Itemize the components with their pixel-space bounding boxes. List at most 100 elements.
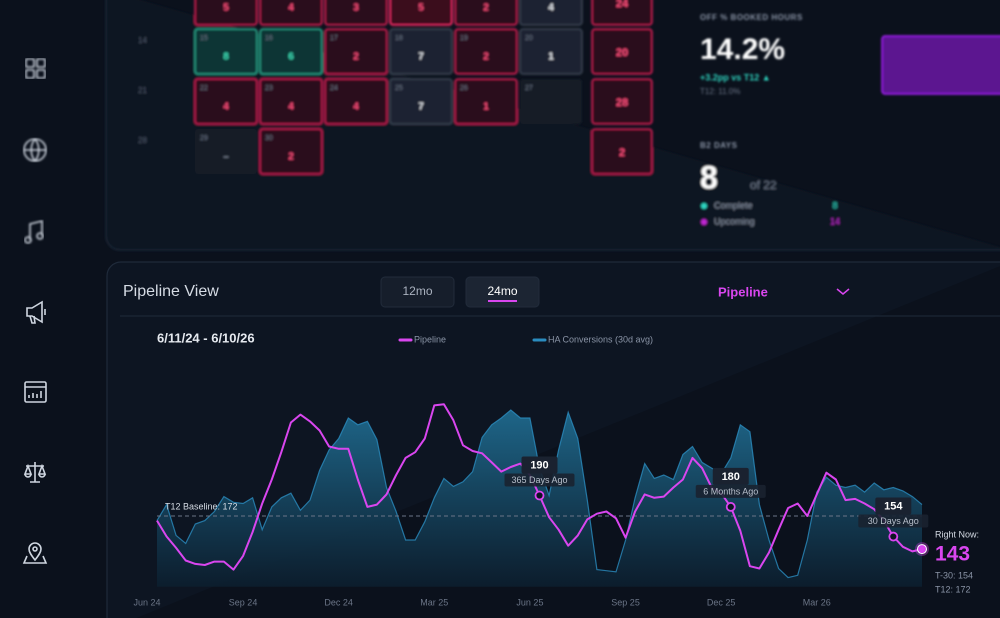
calendar-cell[interactable] xyxy=(324,0,388,26)
calendar-cell[interactable] xyxy=(259,78,323,125)
week-total-cell xyxy=(591,28,653,75)
calendar-cell[interactable] xyxy=(454,28,518,75)
stat-value: 14.2% xyxy=(700,33,785,66)
week-total-cell xyxy=(591,128,653,175)
stat-change: +3.2pp vs T12 ▲ xyxy=(700,72,771,82)
calendar-value: 7 xyxy=(418,102,424,113)
range-label[interactable]: 12mo xyxy=(402,284,432,298)
stat-of: of 22 xyxy=(750,178,777,192)
range-label[interactable]: 24mo xyxy=(487,284,517,298)
baseline-label: T12 Baseline: 172 xyxy=(165,501,238,511)
x-tick-label: Sep 24 xyxy=(229,597,258,607)
calendar-cell[interactable] xyxy=(454,78,518,125)
calendar-cell[interactable] xyxy=(259,128,323,175)
callout-box xyxy=(875,497,912,515)
week-total-cell xyxy=(591,0,653,26)
calendar-cell[interactable] xyxy=(324,78,388,125)
range-button[interactable] xyxy=(380,276,455,308)
week-total-cell xyxy=(591,78,653,125)
pipeline-panel: Pipeline View 12mo 24mo Pipeline 6/11/24 … xyxy=(106,261,1000,618)
calendar-cell[interactable] xyxy=(389,0,453,26)
nav-icon-map[interactable] xyxy=(22,542,48,564)
calendar-day: 17 xyxy=(330,35,338,42)
legend: Pipeline HA Conversions (30d avg) xyxy=(398,334,653,344)
calendar-value: 2 xyxy=(483,52,489,63)
item-value: 8 xyxy=(832,200,837,210)
calendar-day: 30 xyxy=(265,135,273,142)
nav-icon-reports[interactable] xyxy=(24,381,47,403)
week-label: 28 xyxy=(138,136,147,145)
calendar-cell[interactable] xyxy=(519,0,583,26)
x-tick-label: Jun 24 xyxy=(133,597,160,607)
calendar-cell[interactable] xyxy=(324,28,388,75)
calendar-value: 4 xyxy=(223,102,229,113)
calendar-value: 2 xyxy=(288,152,294,163)
callout-marker xyxy=(888,531,899,542)
callout-label: 30 Days Ago xyxy=(868,516,919,526)
calendar-value: – xyxy=(223,152,229,163)
range-button[interactable] xyxy=(465,276,540,308)
calendar-cell[interactable] xyxy=(194,78,258,125)
calendar-day: 16 xyxy=(265,35,273,42)
legend-dot xyxy=(701,219,707,225)
calendar-day: 25 xyxy=(395,85,403,92)
week-total: 28 xyxy=(616,97,628,109)
calendar-cell[interactable] xyxy=(195,129,257,174)
calendar-value: 6 xyxy=(288,52,294,63)
week-label: 21 xyxy=(138,86,147,95)
metric-select[interactable]: Pipeline xyxy=(718,284,768,299)
calendar-day: 20 xyxy=(525,35,533,42)
calendar-cell[interactable] xyxy=(194,0,258,26)
range-toggle: 12mo 24mo xyxy=(380,276,540,308)
calendar-value: 2 xyxy=(483,3,489,14)
calendar-cell[interactable] xyxy=(259,0,323,26)
callout-value: 154 xyxy=(884,500,903,512)
x-tick-label: Mar 25 xyxy=(420,597,448,607)
nav-icon-globe[interactable] xyxy=(23,138,47,162)
nav-icon-campaigns[interactable] xyxy=(26,300,46,324)
legend-label: HA Conversions (30d avg) xyxy=(548,334,653,344)
item-name: Complete xyxy=(714,200,753,210)
callout-label: 6 Months Ago xyxy=(703,486,758,496)
stat-label: OFF % BOOKED HOURS xyxy=(700,13,803,22)
callout-label-box xyxy=(858,514,929,528)
calendar-cell[interactable] xyxy=(454,0,518,26)
calendar-value: 1 xyxy=(548,52,554,63)
callout-box xyxy=(521,456,558,474)
sidebar xyxy=(22,58,48,564)
calendar-cell[interactable] xyxy=(389,78,453,125)
date-range: 6/11/24 - 6/10/26 xyxy=(157,330,255,345)
calendar-value: 4 xyxy=(353,102,359,113)
week-label: 14 xyxy=(138,36,147,45)
calendar-cell[interactable] xyxy=(519,28,583,75)
nav-icon-dashboard[interactable] xyxy=(25,58,46,79)
calendar-value: 8 xyxy=(223,52,229,63)
calendar-cell[interactable] xyxy=(520,79,582,124)
legend-dot xyxy=(701,203,707,209)
calendar-value: 7 xyxy=(418,52,424,63)
week-total: 20 xyxy=(616,47,628,59)
dropdown-chevron[interactable] xyxy=(836,288,850,295)
calendar-cell[interactable] xyxy=(389,28,453,75)
callout-box xyxy=(712,467,749,485)
week-total: 24 xyxy=(616,0,629,10)
calendar-cell[interactable] xyxy=(194,28,258,75)
current-marker xyxy=(917,544,927,555)
stat-baseline: T12: 11.0% xyxy=(700,87,740,96)
nav-icon-music[interactable] xyxy=(24,219,44,244)
nav-icon-balance[interactable] xyxy=(23,462,47,483)
x-tick-label: Jun 25 xyxy=(516,597,543,607)
calendar-day: 26 xyxy=(460,85,468,92)
current-note: T12: 172 xyxy=(935,584,971,594)
callout-label: 365 Days Ago xyxy=(511,475,567,485)
stat-value: 8 xyxy=(700,159,718,195)
item-name: Upcoming xyxy=(714,216,755,226)
plot: T12 Baseline: 172 Jun 24 Sep 24 Dec 24 Mar 2… xyxy=(133,403,979,607)
calendar-value: 2 xyxy=(353,52,359,63)
calendar-value: 4 xyxy=(288,3,294,14)
callout-label-box xyxy=(504,473,575,487)
calendar-cell[interactable] xyxy=(259,28,323,75)
callout-marker xyxy=(725,501,736,512)
